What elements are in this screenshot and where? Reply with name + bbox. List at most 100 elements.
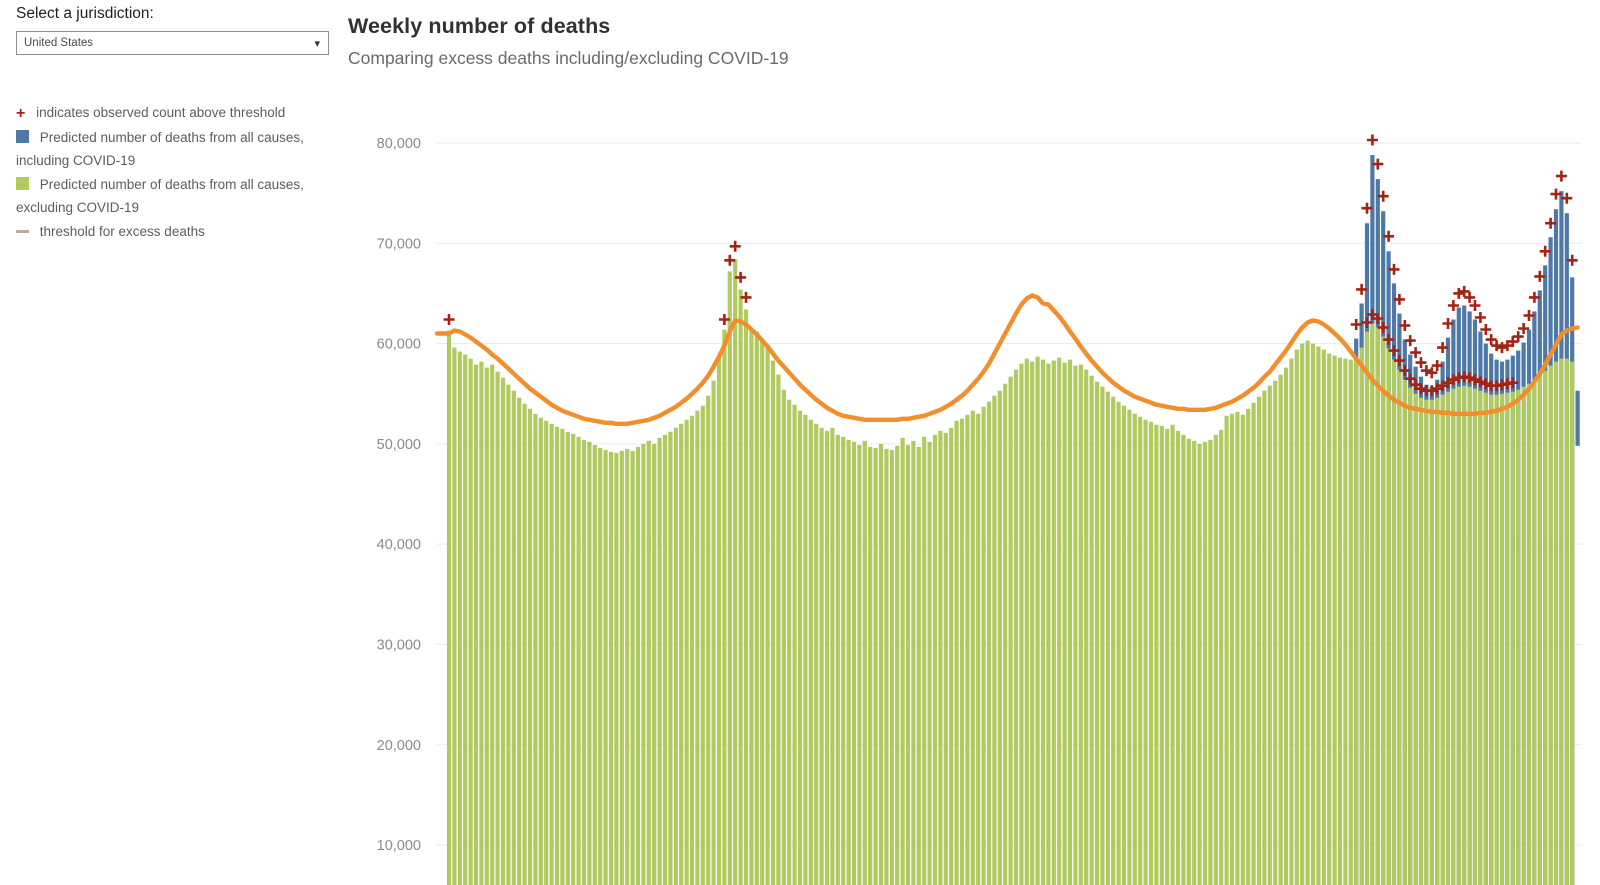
- week-bar-excluding-covid[interactable]: [1019, 363, 1024, 885]
- observed-above-threshold-plus-icon[interactable]: [1485, 334, 1497, 346]
- observed-above-threshold-plus-icon[interactable]: [1545, 217, 1557, 229]
- week-bar-excluding-covid[interactable]: [716, 357, 722, 885]
- week-bar-excluding-covid[interactable]: [1008, 376, 1013, 885]
- week-bar-excluding-covid[interactable]: [857, 444, 862, 885]
- week-bar-excluding-covid[interactable]: [1132, 413, 1137, 885]
- week-bar-excluding-covid[interactable]: [1175, 430, 1181, 885]
- week-bar-excluding-covid[interactable]: [900, 437, 905, 885]
- observed-above-threshold-plus-icon[interactable]: [1388, 345, 1400, 357]
- week-bar-excluding-covid[interactable]: [1035, 356, 1040, 885]
- week-bar-excluding-covid[interactable]: [986, 401, 992, 885]
- week-bar-excluding-covid[interactable]: [1040, 359, 1046, 885]
- week-bar-excluding-covid[interactable]: [1375, 327, 1380, 885]
- observed-above-threshold-plus-icon[interactable]: [1404, 373, 1416, 385]
- week-bar-excluding-covid[interactable]: [819, 427, 824, 885]
- week-bar-excluding-covid[interactable]: [554, 426, 560, 885]
- week-bar-excluding-covid[interactable]: [1429, 399, 1434, 885]
- week-bar-excluding-covid[interactable]: [457, 351, 462, 885]
- observed-above-threshold-plus-icon[interactable]: [1523, 310, 1535, 321]
- week-bar-excluding-covid[interactable]: [1046, 363, 1051, 885]
- observed-above-threshold-plus-icon[interactable]: [1431, 360, 1443, 372]
- observed-above-threshold-plus-icon[interactable]: [1420, 365, 1432, 377]
- week-bar-excluding-covid[interactable]: [770, 360, 776, 885]
- observed-above-threshold-plus-icon[interactable]: [1458, 285, 1470, 297]
- week-bar-excluding-covid[interactable]: [1003, 383, 1008, 885]
- week-bar-excluding-covid[interactable]: [1505, 392, 1510, 885]
- week-bar-excluding-covid[interactable]: [679, 423, 684, 885]
- week-bar-excluding-covid[interactable]: [1354, 357, 1359, 885]
- week-bar-excluding-covid[interactable]: [878, 443, 884, 885]
- week-bar-excluding-covid[interactable]: [1121, 405, 1127, 885]
- observed-above-threshold-plus-icon[interactable]: [1383, 334, 1395, 346]
- week-bar-excluding-covid[interactable]: [452, 347, 457, 885]
- week-bar-excluding-covid[interactable]: [1267, 385, 1272, 885]
- week-bar-excluding-covid[interactable]: [1532, 379, 1537, 885]
- week-bar-excluding-covid[interactable]: [522, 403, 527, 885]
- week-bar-excluding-covid[interactable]: [511, 390, 516, 885]
- week-bar-excluding-covid[interactable]: [1013, 369, 1019, 885]
- week-bar-excluding-covid[interactable]: [1526, 383, 1532, 885]
- week-bar-excluding-covid[interactable]: [1094, 381, 1100, 885]
- week-bar-excluding-covid[interactable]: [646, 440, 651, 885]
- week-bar-excluding-covid[interactable]: [1348, 359, 1353, 885]
- observed-above-threshold-plus-icon[interactable]: [729, 240, 741, 252]
- observed-above-threshold-plus-icon[interactable]: [1550, 188, 1562, 200]
- week-bar-excluding-covid[interactable]: [1246, 408, 1251, 885]
- week-bar-excluding-covid[interactable]: [1159, 425, 1164, 885]
- observed-above-threshold-plus-icon[interactable]: [1469, 300, 1481, 311]
- week-bar-excluding-covid[interactable]: [1370, 323, 1375, 885]
- week-bar-excluding-covid[interactable]: [619, 450, 624, 885]
- observed-above-threshold-plus-icon[interactable]: [1528, 291, 1540, 303]
- observed-above-threshold-plus-icon[interactable]: [1539, 245, 1551, 257]
- week-bar-excluding-covid[interactable]: [1521, 386, 1526, 885]
- week-bar-excluding-covid[interactable]: [1067, 359, 1073, 885]
- week-bar-excluding-covid[interactable]: [473, 364, 479, 885]
- week-bar-excluding-covid[interactable]: [976, 413, 981, 885]
- week-bar-excluding-covid[interactable]: [733, 259, 738, 885]
- week-bar-excluding-covid[interactable]: [1289, 358, 1294, 885]
- week-bar-excluding-covid[interactable]: [797, 410, 803, 885]
- week-bar-excluding-covid[interactable]: [1283, 367, 1289, 885]
- week-bar-excluding-covid[interactable]: [992, 395, 997, 885]
- week-bar-excluding-covid[interactable]: [1078, 364, 1083, 885]
- week-bar-excluding-covid[interactable]: [689, 415, 695, 885]
- observed-above-threshold-plus-icon[interactable]: [1555, 170, 1567, 182]
- week-bar-excluding-covid[interactable]: [1478, 390, 1483, 885]
- week-bar-excluding-covid[interactable]: [1408, 387, 1413, 885]
- week-bar-excluding-covid[interactable]: [949, 427, 954, 885]
- week-bar-excluding-covid[interactable]: [1499, 393, 1505, 885]
- week-bar-excluding-covid[interactable]: [1143, 419, 1148, 885]
- observed-above-threshold-plus-icon[interactable]: [1426, 385, 1438, 397]
- week-bar-excluding-covid[interactable]: [587, 441, 592, 885]
- week-bar-excluding-covid[interactable]: [560, 428, 565, 885]
- week-bar-excluding-covid[interactable]: [1305, 340, 1310, 885]
- week-bar-excluding-covid[interactable]: [1219, 429, 1224, 885]
- week-bar-excluding-covid[interactable]: [851, 441, 857, 885]
- observed-above-threshold-plus-icon[interactable]: [1437, 342, 1449, 354]
- observed-above-threshold-plus-icon[interactable]: [735, 271, 747, 283]
- week-bar-excluding-covid[interactable]: [803, 414, 808, 885]
- week-bar-excluding-covid[interactable]: [581, 439, 587, 885]
- observed-above-threshold-plus-icon[interactable]: [1474, 376, 1486, 388]
- week-bar-excluding-covid[interactable]: [1548, 365, 1553, 885]
- week-bar-excluding-covid[interactable]: [1262, 390, 1267, 885]
- week-bar-excluding-covid[interactable]: [1516, 389, 1521, 885]
- jurisdiction-select[interactable]: United States ▾: [16, 31, 329, 55]
- observed-above-threshold-plus-icon[interactable]: [1410, 347, 1422, 359]
- week-bar-excluding-covid[interactable]: [641, 443, 646, 885]
- week-bar-excluding-covid[interactable]: [1397, 369, 1402, 885]
- week-bar-excluding-covid[interactable]: [1138, 416, 1143, 885]
- week-bar-excluding-covid[interactable]: [943, 432, 948, 885]
- observed-above-threshold-plus-icon[interactable]: [1464, 291, 1476, 303]
- week-bar-excluding-covid[interactable]: [1197, 443, 1202, 885]
- week-bar-excluding-covid[interactable]: [1084, 369, 1089, 885]
- week-bar-excluding-covid[interactable]: [1364, 331, 1370, 885]
- observed-above-threshold-plus-icon[interactable]: [1464, 372, 1476, 384]
- observed-above-threshold-plus-icon[interactable]: [443, 314, 455, 325]
- week-bar-excluding-covid[interactable]: [1467, 386, 1472, 885]
- week-bar-excluding-covid[interactable]: [1510, 391, 1515, 885]
- week-bar-excluding-covid[interactable]: [484, 367, 489, 885]
- week-bar-excluding-covid[interactable]: [1445, 391, 1451, 885]
- week-bar-excluding-covid[interactable]: [1057, 357, 1062, 885]
- week-bar-excluding-covid[interactable]: [743, 309, 749, 885]
